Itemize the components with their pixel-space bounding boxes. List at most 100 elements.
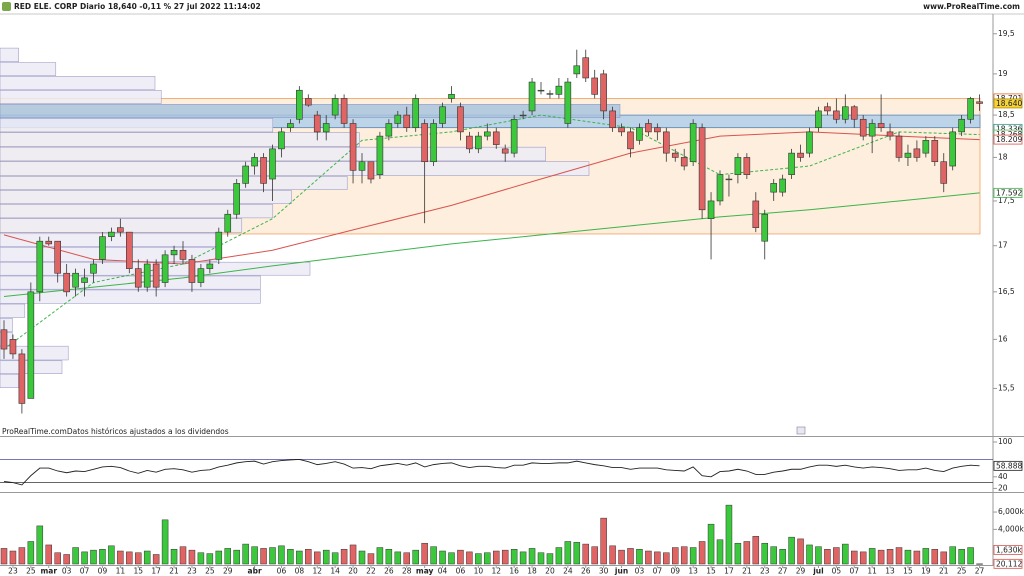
x-tick-label: may [416, 567, 434, 576]
volume-bar [403, 552, 410, 565]
value-tag [993, 134, 1023, 145]
volume-bar [842, 543, 849, 565]
x-tick-label: 22 [366, 567, 376, 576]
candle-body [886, 131, 894, 137]
volume-bar [663, 552, 670, 565]
candle-body [752, 200, 760, 228]
candle-body [251, 157, 258, 167]
volume-bar [600, 517, 607, 565]
x-tick-label: 25 [957, 567, 967, 576]
volume-bar [958, 549, 965, 565]
candle-body [117, 227, 124, 233]
candle-body [654, 127, 661, 133]
volume-profile-bar [0, 132, 360, 147]
volume-bar [287, 549, 294, 565]
volume-bar [967, 547, 974, 565]
volume-bar [367, 553, 375, 565]
y-tick-label: 19,5 [998, 29, 1015, 38]
candle-body [976, 101, 983, 104]
y-tick-label: 17,5 [998, 196, 1015, 205]
candle-body [269, 148, 276, 180]
volume-bar [582, 543, 589, 565]
candle-body [680, 157, 688, 167]
x-tick-label: 21 [742, 567, 752, 576]
candle-body [81, 277, 88, 283]
candle-body [483, 131, 491, 137]
x-tick-label: 15 [903, 567, 913, 576]
volume-bar [815, 546, 822, 565]
x-tick-label: 21 [939, 567, 949, 576]
volume-bar [895, 547, 903, 565]
volume-bar [9, 550, 17, 565]
candle-body [940, 161, 948, 184]
candle-body [582, 57, 590, 79]
candle-body [108, 231, 115, 237]
candle-body [457, 106, 464, 133]
y-tick-label: 40 [998, 472, 1008, 481]
candle-body [349, 123, 357, 171]
candle-body [403, 114, 411, 128]
candle-body [492, 131, 500, 145]
value-tag-label: 18.640 [996, 99, 1022, 108]
y-tick-label: 16,5 [998, 287, 1015, 296]
volume-bar [734, 542, 742, 565]
volume-bar [224, 548, 231, 565]
volume-bar [466, 551, 473, 565]
candle-body [510, 118, 518, 154]
volume-bar [376, 547, 384, 565]
volume-bar [707, 523, 715, 565]
y-tick-label: 19 [998, 69, 1008, 78]
volume-bar [761, 542, 768, 565]
x-tick-label: 09 [98, 567, 108, 576]
x-tick-label: 25 [205, 567, 215, 576]
volume-bar [528, 548, 536, 565]
volume-bar [859, 551, 867, 565]
candle-body [501, 148, 509, 154]
volume-bar [770, 546, 777, 565]
volume-bar [394, 551, 402, 565]
candle-body [394, 114, 402, 124]
candle-body [788, 152, 795, 175]
volume-bar [824, 549, 831, 565]
volume-bar [752, 536, 760, 565]
volume-bar [689, 547, 697, 565]
volume-bar [716, 539, 724, 565]
volume-bar [27, 541, 35, 565]
volume-bar [18, 547, 26, 565]
volume-bar [672, 547, 679, 565]
volume-bar [90, 549, 97, 565]
candle-body [27, 291, 35, 399]
candle-body [179, 249, 187, 260]
candle-body [233, 183, 240, 215]
x-tick-label: 23 [187, 567, 197, 576]
candle-body [913, 148, 921, 158]
candle-body [859, 118, 867, 137]
volume-bar [913, 550, 921, 565]
site-link[interactable]: www.ProRealTime.com [923, 2, 1020, 11]
volume-profile-bar [0, 204, 274, 219]
volume-bar [81, 551, 88, 565]
candle-body [99, 236, 106, 260]
candle-body [698, 127, 706, 211]
candle-body [331, 98, 339, 116]
icon-box[interactable] [796, 426, 806, 435]
candle-body [421, 123, 428, 163]
volume-bar [573, 542, 581, 565]
candle-body [376, 135, 384, 175]
volume-bar [448, 552, 455, 565]
x-tick-label: mar [40, 567, 57, 576]
candle-body [36, 240, 44, 293]
candle-body [618, 127, 625, 133]
volume-bar [457, 549, 464, 565]
volume-bar [331, 552, 339, 565]
rsi-line [3, 458, 980, 486]
candle-body [546, 93, 554, 95]
x-tick-label: 07 [653, 567, 663, 576]
volume-bar [170, 549, 178, 565]
volume-bar [484, 552, 491, 565]
candle-body [0, 329, 8, 350]
x-tick-label: 12 [491, 567, 501, 576]
volume-bar [591, 546, 598, 565]
export-icon[interactable] [796, 426, 806, 435]
